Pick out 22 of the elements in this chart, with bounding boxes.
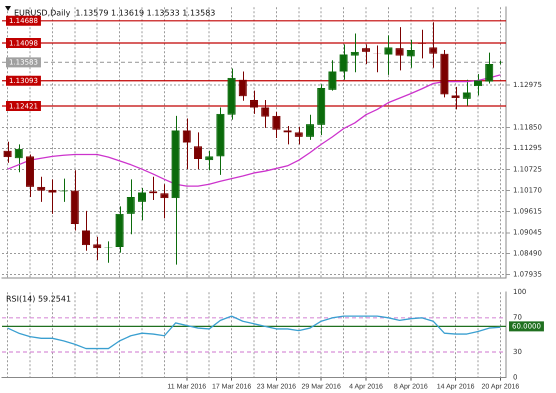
candlestick	[406, 39, 415, 68]
candlestick	[328, 60, 336, 92]
candlestick	[272, 112, 280, 138]
candlestick	[384, 34, 392, 76]
candlestick	[182, 118, 191, 170]
candlestick	[14, 144, 23, 173]
candlestick	[4, 141, 12, 164]
chart-title: EURUSD,Daily 1.13579 1.13619 1.13533 1.13583	[14, 8, 216, 18]
chart-title: RSI(14) 59.2541	[6, 294, 72, 304]
candlestick	[340, 44, 348, 80]
candlestick	[82, 210, 90, 252]
candlestick	[362, 44, 370, 64]
candlestick	[485, 52, 494, 84]
candlestick	[126, 178, 135, 235]
candlestick	[261, 100, 270, 128]
candlestick	[160, 184, 168, 219]
candlestick	[238, 70, 247, 102]
candlestick	[396, 26, 404, 71]
candlestick	[474, 74, 482, 96]
candlestick	[462, 79, 471, 106]
candlestick	[429, 22, 438, 68]
candlestick	[294, 126, 303, 145]
